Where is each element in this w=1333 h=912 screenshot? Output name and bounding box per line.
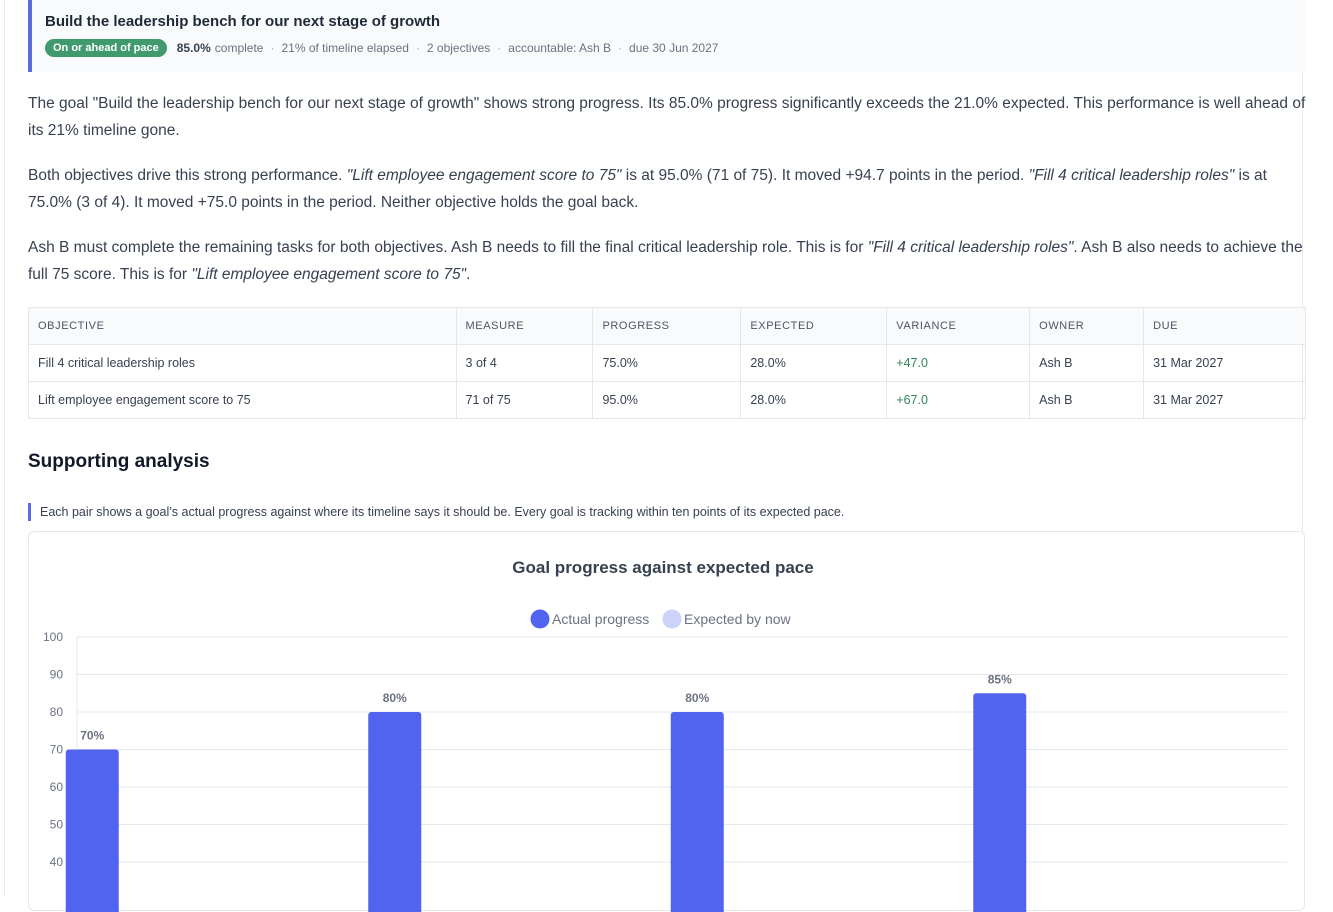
cell-progress: 95.0% xyxy=(593,382,741,419)
cell-expected: 28.0% xyxy=(741,345,887,382)
column-header-measure: MEASURE xyxy=(456,308,593,345)
goal-header-card: Build the leadership bench for our next … xyxy=(28,0,1305,72)
cell-due: 31 Mar 2027 xyxy=(1144,382,1306,419)
timeline-elapsed: 21% of timeline elapsed xyxy=(281,41,408,55)
bar-value-label: 80% xyxy=(685,691,709,705)
bar-actual-progress xyxy=(973,693,1026,912)
summary-paragraph-1: The goal "Build the leadership bench for… xyxy=(28,90,1306,144)
cell-variance: +47.0 xyxy=(887,345,1030,382)
goal-progress-chart: Goal progress against expected pace Actua… xyxy=(29,532,1306,912)
objective-reference: "Fill 4 critical leadership roles" xyxy=(1029,167,1235,184)
y-tick-label: 70 xyxy=(50,743,64,757)
cell-objective: Lift employee engagement score to 75 xyxy=(29,382,457,419)
bar-actual-progress xyxy=(368,712,421,912)
objective-reference: "Fill 4 critical leadership roles" xyxy=(868,239,1074,256)
objective-count: 2 objectives xyxy=(427,41,490,55)
cell-measure: 71 of 75 xyxy=(456,382,593,419)
cell-owner: Ash B xyxy=(1030,382,1144,419)
objective-reference: "Lift employee engagement score to 75" xyxy=(191,266,466,283)
cell-owner: Ash B xyxy=(1030,345,1144,382)
meta-separator: · xyxy=(618,41,622,55)
chart-caption: Each pair shows a goal’s actual progress… xyxy=(28,503,844,521)
progress-suffix: complete xyxy=(215,41,264,55)
legend-swatch-expected xyxy=(663,610,682,629)
summary-text: Both objectives drive this strong perfor… xyxy=(28,167,347,184)
chart-card: Goal progress against expected pace Actua… xyxy=(28,531,1305,911)
bar-value-label: 80% xyxy=(383,691,407,705)
summary-text: . xyxy=(466,266,470,283)
cell-due: 31 Mar 2027 xyxy=(1144,345,1306,382)
table-row: Lift employee engagement score to 75 71 … xyxy=(29,382,1306,419)
bar-value-label: 70% xyxy=(80,729,104,743)
due-date: due 30 Jun 2027 xyxy=(629,41,718,55)
column-header-progress: PROGRESS xyxy=(593,308,741,345)
column-header-owner: OWNER xyxy=(1030,308,1144,345)
column-header-expected: EXPECTED xyxy=(741,308,887,345)
chart-title: Goal progress against expected pace xyxy=(512,558,813,577)
meta-separator: · xyxy=(270,41,274,55)
legend-swatch-actual xyxy=(531,610,550,629)
y-tick-label: 90 xyxy=(50,668,64,682)
y-tick-label: 60 xyxy=(50,780,64,794)
bar-value-label: 85% xyxy=(988,672,1012,686)
summary-paragraph-2: Both objectives drive this strong perfor… xyxy=(28,162,1306,216)
summary-text: Ash B must complete the remaining tasks … xyxy=(28,239,868,256)
goal-meta-row: On or ahead of pace 85.0% complete · 21%… xyxy=(45,39,718,57)
progress-value: 85.0% xyxy=(177,41,211,55)
bar-actual-progress xyxy=(66,750,119,912)
legend-label-expected: Expected by now xyxy=(684,611,792,627)
y-tick-label: 100 xyxy=(43,630,63,644)
cell-variance: +67.0 xyxy=(887,382,1030,419)
accountable-owner: accountable: Ash B xyxy=(508,41,611,55)
cell-objective: Fill 4 critical leadership roles xyxy=(29,345,457,382)
summary-text: is at 95.0% (71 of 75). It moved +94.7 p… xyxy=(621,167,1028,184)
y-tick-label: 50 xyxy=(50,818,64,832)
meta-separator: · xyxy=(416,41,420,55)
summary-paragraph-3: Ash B must complete the remaining tasks … xyxy=(28,234,1306,288)
status-badge: On or ahead of pace xyxy=(45,39,167,57)
y-tick-label: 40 xyxy=(50,855,64,869)
cell-progress: 75.0% xyxy=(593,345,741,382)
column-header-due: DUE xyxy=(1144,308,1306,345)
table-header-row: OBJECTIVE MEASURE PROGRESS EXPECTED VARI… xyxy=(29,308,1306,345)
bar-actual-progress xyxy=(671,712,724,912)
legend-label-actual: Actual progress xyxy=(552,611,649,627)
goal-title: Build the leadership bench for our next … xyxy=(45,13,440,30)
column-header-objective: OBJECTIVE xyxy=(29,308,457,345)
y-tick-label: 80 xyxy=(50,705,64,719)
cell-measure: 3 of 4 xyxy=(456,345,593,382)
meta-separator: · xyxy=(497,41,501,55)
column-header-variance: VARIANCE xyxy=(887,308,1030,345)
cell-expected: 28.0% xyxy=(741,382,887,419)
objectives-table: OBJECTIVE MEASURE PROGRESS EXPECTED VARI… xyxy=(28,307,1306,419)
objective-reference: "Lift employee engagement score to 75" xyxy=(347,167,622,184)
table-row: Fill 4 critical leadership roles 3 of 4 … xyxy=(29,345,1306,382)
section-title: Supporting analysis xyxy=(28,451,210,473)
